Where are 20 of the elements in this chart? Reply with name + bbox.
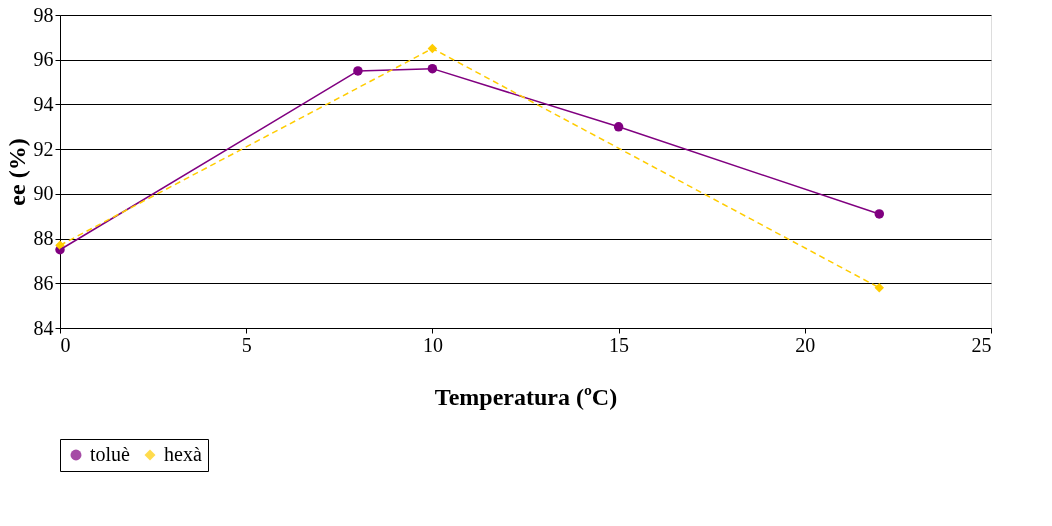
legend-label: toluè: [90, 443, 131, 465]
y-axis-title: ee (%): [3, 138, 30, 206]
x-tick-label: 25: [971, 333, 992, 356]
y-tick-label: 98: [33, 3, 54, 26]
y-tick-label: 88: [33, 227, 54, 250]
point: [55, 240, 65, 251]
y-tick-label: 84: [33, 316, 54, 339]
y-tick-label: 94: [33, 92, 54, 115]
point: [874, 283, 885, 293]
y-tick-label: 96: [33, 48, 54, 71]
x-axis-title: Temperatura (ºC): [434, 383, 618, 410]
legend-label: hexà: [164, 443, 202, 465]
y-tick-label: 86: [33, 271, 54, 294]
x-tick-label: 10: [422, 333, 443, 356]
x-tick-label: 20: [795, 333, 816, 356]
x-tick-label: 0: [60, 333, 71, 356]
x-tick-label: 5: [241, 333, 252, 356]
y-tick-label: 92: [33, 137, 54, 160]
x-tick-label: 15: [609, 333, 630, 356]
y-tick-label: 90: [33, 182, 54, 205]
